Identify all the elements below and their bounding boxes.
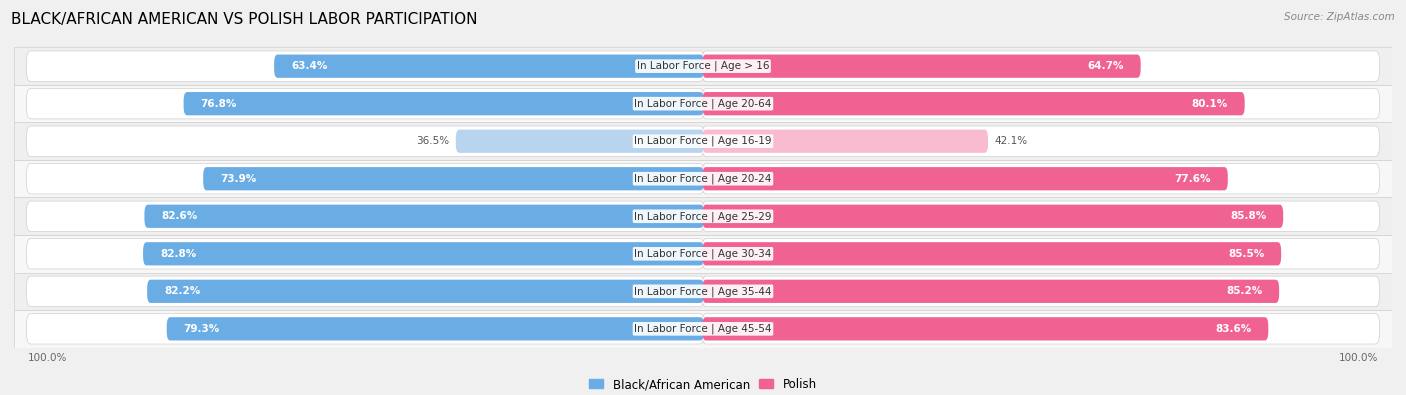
Bar <box>14 47 1392 85</box>
Text: 73.9%: 73.9% <box>221 174 256 184</box>
Text: 82.8%: 82.8% <box>160 249 197 259</box>
Text: 83.6%: 83.6% <box>1215 324 1251 334</box>
FancyBboxPatch shape <box>702 126 1379 156</box>
FancyBboxPatch shape <box>702 239 1379 269</box>
Text: In Labor Force | Age 35-44: In Labor Force | Age 35-44 <box>634 286 772 297</box>
Text: 100.0%: 100.0% <box>28 353 67 363</box>
FancyBboxPatch shape <box>145 205 703 228</box>
Legend: Black/African American, Polish: Black/African American, Polish <box>585 373 821 395</box>
FancyBboxPatch shape <box>703 55 1140 78</box>
FancyBboxPatch shape <box>702 276 1379 307</box>
Text: BLACK/AFRICAN AMERICAN VS POLISH LABOR PARTICIPATION: BLACK/AFRICAN AMERICAN VS POLISH LABOR P… <box>11 12 478 27</box>
Bar <box>14 235 1392 273</box>
Bar <box>14 310 1392 348</box>
FancyBboxPatch shape <box>702 314 1379 344</box>
FancyBboxPatch shape <box>703 317 1268 340</box>
Text: In Labor Force | Age 16-19: In Labor Force | Age 16-19 <box>634 136 772 147</box>
FancyBboxPatch shape <box>702 51 1379 81</box>
Text: In Labor Force | Age 20-64: In Labor Force | Age 20-64 <box>634 98 772 109</box>
Text: Source: ZipAtlas.com: Source: ZipAtlas.com <box>1284 12 1395 22</box>
Text: 36.5%: 36.5% <box>416 136 450 146</box>
FancyBboxPatch shape <box>27 51 704 81</box>
Text: In Labor Force | Age 25-29: In Labor Force | Age 25-29 <box>634 211 772 222</box>
Text: 64.7%: 64.7% <box>1087 61 1123 71</box>
FancyBboxPatch shape <box>27 201 704 231</box>
Bar <box>14 273 1392 310</box>
FancyBboxPatch shape <box>167 317 703 340</box>
FancyBboxPatch shape <box>27 88 704 119</box>
Text: In Labor Force | Age 20-24: In Labor Force | Age 20-24 <box>634 173 772 184</box>
FancyBboxPatch shape <box>703 167 1227 190</box>
FancyBboxPatch shape <box>456 130 703 153</box>
FancyBboxPatch shape <box>703 280 1279 303</box>
FancyBboxPatch shape <box>184 92 703 115</box>
Text: 76.8%: 76.8% <box>201 99 236 109</box>
FancyBboxPatch shape <box>27 126 704 156</box>
Bar <box>14 122 1392 160</box>
Bar <box>14 198 1392 235</box>
Text: In Labor Force | Age 30-34: In Labor Force | Age 30-34 <box>634 248 772 259</box>
Text: 82.6%: 82.6% <box>162 211 198 221</box>
Text: 85.2%: 85.2% <box>1226 286 1263 296</box>
FancyBboxPatch shape <box>204 167 703 190</box>
Bar <box>14 160 1392 198</box>
Text: 79.3%: 79.3% <box>184 324 219 334</box>
FancyBboxPatch shape <box>703 130 988 153</box>
FancyBboxPatch shape <box>702 201 1379 231</box>
Text: 85.5%: 85.5% <box>1227 249 1264 259</box>
FancyBboxPatch shape <box>703 205 1284 228</box>
FancyBboxPatch shape <box>27 164 704 194</box>
Text: 85.8%: 85.8% <box>1230 211 1267 221</box>
FancyBboxPatch shape <box>702 164 1379 194</box>
Text: 80.1%: 80.1% <box>1191 99 1227 109</box>
FancyBboxPatch shape <box>27 314 704 344</box>
Bar <box>14 85 1392 122</box>
FancyBboxPatch shape <box>702 88 1379 119</box>
Text: In Labor Force | Age > 16: In Labor Force | Age > 16 <box>637 61 769 71</box>
FancyBboxPatch shape <box>27 276 704 307</box>
Text: 82.2%: 82.2% <box>165 286 200 296</box>
FancyBboxPatch shape <box>27 239 704 269</box>
Text: 77.6%: 77.6% <box>1174 174 1211 184</box>
FancyBboxPatch shape <box>148 280 703 303</box>
Text: 42.1%: 42.1% <box>994 136 1028 146</box>
FancyBboxPatch shape <box>703 242 1281 265</box>
FancyBboxPatch shape <box>274 55 703 78</box>
Text: In Labor Force | Age 45-54: In Labor Force | Age 45-54 <box>634 324 772 334</box>
FancyBboxPatch shape <box>143 242 703 265</box>
FancyBboxPatch shape <box>703 92 1244 115</box>
Text: 63.4%: 63.4% <box>291 61 328 71</box>
Text: 100.0%: 100.0% <box>1339 353 1378 363</box>
